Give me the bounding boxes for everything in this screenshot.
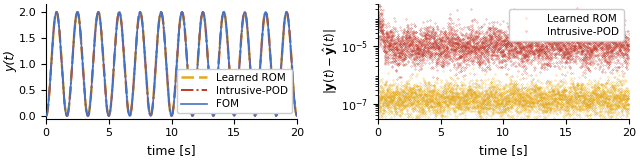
Intrusive-POD (525, 44, 532, 46)
Intrusive-POD (374, 3, 381, 5)
Intrusive-POD (537, 47, 545, 49)
FOM (220, 11, 228, 13)
Intrusive-POD (375, 1, 383, 3)
Intrusive-POD (470, 42, 477, 44)
Intrusive-POD (88, 85, 95, 87)
Learned ROM (193, 80, 200, 82)
Intrusive-POD (205, 80, 213, 82)
Learned ROM (561, 89, 569, 91)
Intrusive-POD (293, 115, 301, 117)
Learned ROM (220, 11, 228, 13)
X-axis label: time [s]: time [s] (479, 144, 527, 157)
Intrusive-POD (193, 80, 200, 82)
FOM (230, 113, 237, 115)
FOM (193, 80, 200, 82)
Intrusive-POD (541, 82, 549, 84)
Line: Intrusive-POD: Intrusive-POD (378, 2, 629, 83)
Intrusive-POD (420, 43, 428, 45)
Learned ROM (625, 112, 632, 114)
Learned ROM (293, 115, 301, 117)
Learned ROM (374, 100, 381, 102)
Legend: Learned ROM, Intrusive-POD, FOM: Learned ROM, Intrusive-POD, FOM (177, 69, 292, 113)
Line: Learned ROM: Learned ROM (46, 12, 297, 116)
Learned ROM (417, 128, 424, 130)
Intrusive-POD (138, 18, 146, 20)
Intrusive-POD (220, 11, 228, 13)
Learned ROM (88, 85, 95, 87)
Learned ROM (205, 80, 213, 82)
Intrusive-POD (248, 98, 256, 100)
FOM (205, 80, 213, 82)
Learned ROM (470, 96, 477, 98)
Learned ROM (525, 99, 532, 101)
Intrusive-POD (42, 115, 50, 117)
Line: Intrusive-POD: Intrusive-POD (46, 12, 297, 116)
Learned ROM (230, 113, 237, 115)
Learned ROM (538, 96, 545, 98)
Intrusive-POD (561, 46, 569, 48)
Learned ROM (580, 94, 588, 96)
Intrusive-POD (230, 113, 237, 115)
X-axis label: time [s]: time [s] (147, 144, 196, 157)
Intrusive-POD (625, 56, 632, 58)
FOM (42, 115, 50, 117)
Learned ROM (42, 115, 50, 117)
Legend: Learned ROM, Intrusive-POD: Learned ROM, Intrusive-POD (509, 9, 623, 41)
Learned ROM (420, 77, 428, 79)
Learned ROM (248, 98, 256, 100)
FOM (248, 98, 256, 100)
Learned ROM (138, 18, 146, 20)
Line: Learned ROM: Learned ROM (378, 68, 629, 130)
FOM (88, 85, 95, 87)
Learned ROM (469, 67, 477, 69)
Y-axis label: $|\mathbf{y}(t) - \hat{\mathbf{y}}(t)|$: $|\mathbf{y}(t) - \hat{\mathbf{y}}(t)|$ (321, 28, 340, 94)
FOM (138, 18, 146, 20)
Intrusive-POD (580, 53, 588, 55)
FOM (293, 115, 301, 117)
Line: FOM: FOM (46, 12, 297, 116)
Y-axis label: y(t): y(t) (4, 50, 17, 72)
